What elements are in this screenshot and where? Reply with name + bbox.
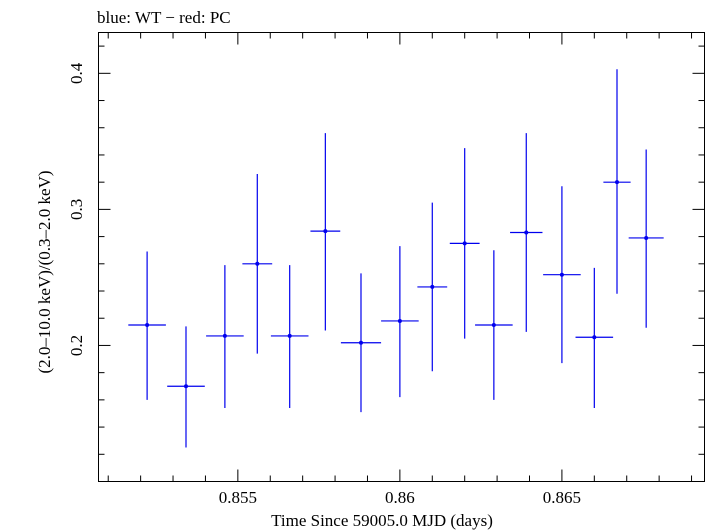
data-point: [575, 267, 614, 409]
chart-title: blue: WT − red: PC: [97, 8, 231, 27]
data-point: [603, 69, 631, 294]
point-marker: [462, 241, 467, 246]
x-axis: 0.855 0.86 0.865: [107, 32, 693, 507]
data-point: [417, 202, 448, 372]
plot-frame: [98, 32, 705, 482]
data-point: [510, 133, 543, 332]
point-marker: [644, 235, 649, 240]
point-marker: [559, 272, 564, 277]
data-point: [381, 246, 419, 398]
data-point: [449, 148, 480, 339]
point-marker: [592, 335, 597, 340]
point-marker: [615, 180, 620, 185]
point-marker: [430, 284, 435, 289]
data-point: [270, 265, 309, 409]
point-marker: [145, 323, 150, 328]
series-wt: [128, 69, 664, 448]
data-point: [167, 326, 205, 448]
y-axis: 0.2 0.3 0.4: [67, 45, 705, 482]
y-tick-label: 0.3: [67, 199, 86, 220]
point-marker: [183, 384, 188, 389]
data-point: [475, 250, 513, 400]
data-point: [340, 273, 382, 413]
point-marker: [287, 333, 292, 338]
data-point: [543, 186, 581, 364]
data-point: [242, 174, 273, 354]
data-point: [206, 265, 244, 409]
point-marker: [222, 333, 227, 338]
point-marker: [491, 323, 496, 328]
point-marker: [397, 318, 402, 323]
y-tick-label: 0.2: [67, 335, 86, 356]
y-axis-label: (2.0–10.0 keV)/(0.3–2.0 keV): [35, 170, 54, 373]
data-point: [310, 133, 341, 331]
point-marker: [524, 230, 529, 235]
point-marker: [255, 261, 260, 266]
data-point: [128, 251, 166, 400]
point-marker: [358, 340, 363, 345]
x-axis-label: Time Since 59005.0 MJD (days): [271, 511, 493, 530]
y-tick-label: 0.4: [67, 62, 86, 84]
point-marker: [323, 229, 328, 234]
x-tick-label: 0.86: [385, 488, 415, 507]
x-tick-label: 0.865: [543, 488, 581, 507]
data-point: [628, 149, 664, 328]
x-tick-label: 0.855: [219, 488, 257, 507]
